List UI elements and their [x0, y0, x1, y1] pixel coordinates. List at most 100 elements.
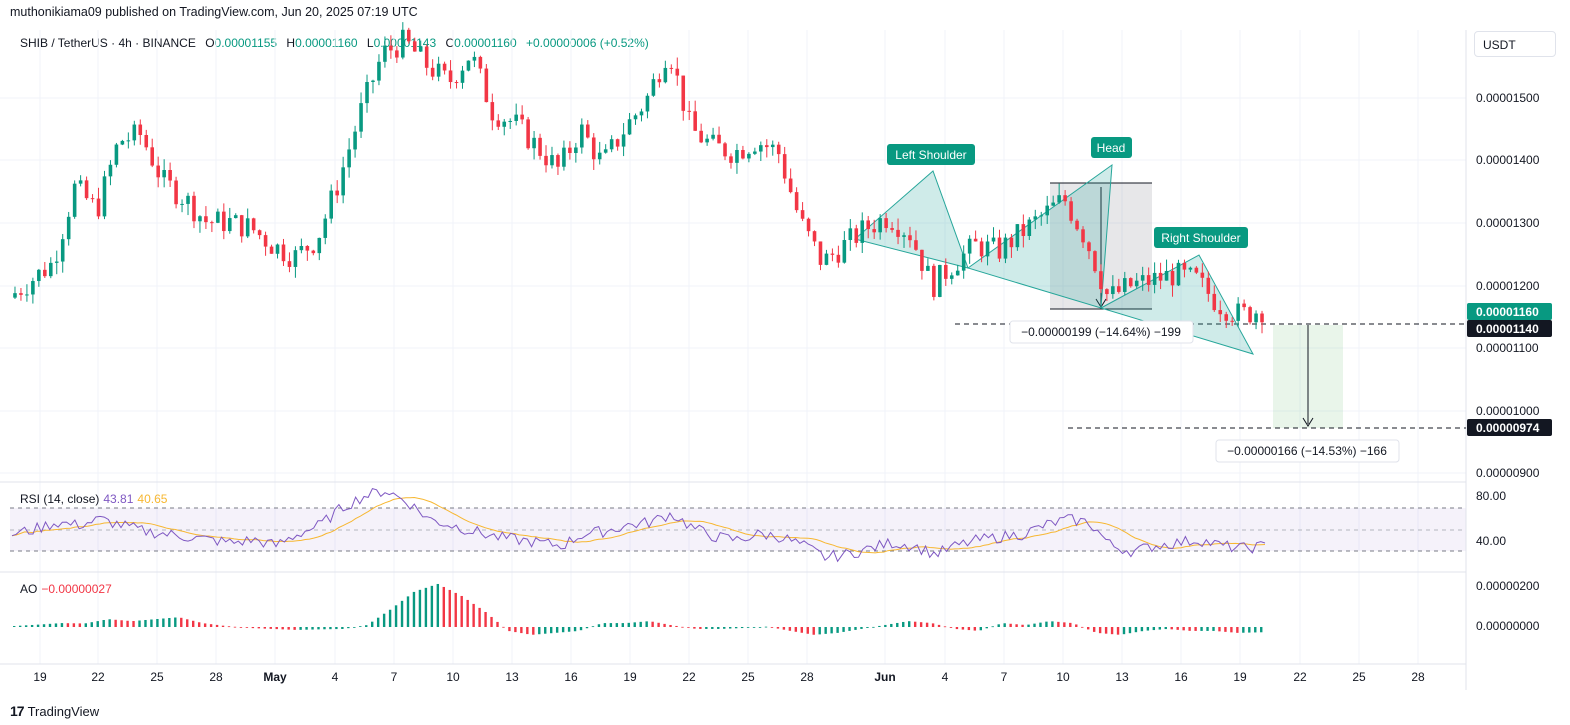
ao-bar [812, 627, 815, 635]
price-tick: 0.00001000 [1476, 404, 1540, 418]
ao-bar [1075, 624, 1078, 627]
ao-bar [168, 618, 171, 627]
ao-bar [197, 622, 201, 627]
candle-body [920, 249, 924, 271]
candle-body [979, 241, 984, 257]
ao-bar [287, 627, 290, 630]
left-shoulder-triangle[interactable] [853, 170, 969, 269]
ao-bar [1140, 627, 1144, 632]
candle-body [1027, 219, 1032, 236]
candle-body [973, 238, 978, 242]
ao-bar [341, 627, 344, 629]
candle-body [299, 245, 304, 251]
price-tick: 0.00001200 [1476, 279, 1540, 293]
ao-bar [711, 627, 714, 629]
ao-bar [132, 620, 135, 627]
candle-body [1158, 272, 1163, 281]
candle-body [932, 265, 936, 297]
candle-body [1087, 242, 1091, 252]
ao-bar [1057, 621, 1060, 627]
head-label[interactable]: Head [1091, 137, 1132, 158]
price-tick: 0.00001300 [1476, 216, 1540, 230]
rsi-ma-line [11, 496, 1266, 554]
ao-bar [675, 625, 678, 627]
ao-bar [209, 624, 213, 627]
candle-body [997, 237, 1002, 259]
footer[interactable]: 17 TradingView [10, 703, 99, 719]
candle-body [287, 261, 292, 267]
chart-canvas[interactable]: Left Shoulder Head Right Shoulder −0.000… [0, 0, 1570, 700]
candle-body [1063, 195, 1067, 202]
ao-bar [36, 624, 40, 627]
symbol-name[interactable]: SHIB / TetherUS · 4h · BINANCE [20, 36, 196, 50]
time-axis[interactable]: 19 22 25 28 May 4 7 10 13 16 19 22 25 28 Jun 4 7 10 13 16 19… [33, 670, 1425, 684]
candle-body [675, 68, 680, 76]
ao-bar [323, 627, 326, 630]
ao-bar [717, 627, 720, 629]
ao-bar [1003, 623, 1006, 627]
candle-body [1099, 271, 1103, 290]
ao-bar [335, 627, 338, 630]
ao-bar [1224, 627, 1227, 632]
candle-body [747, 153, 751, 159]
candle-body [472, 56, 477, 61]
candle-body [585, 124, 590, 138]
svg-text:Right Shoulder: Right Shoulder [1161, 231, 1240, 245]
ao-title: AO [20, 582, 38, 596]
currency-button[interactable]: USDT [1474, 31, 1556, 57]
candle-body [723, 143, 727, 157]
ao-bar [305, 627, 308, 630]
candle-body [436, 63, 441, 77]
candle-body [669, 67, 674, 69]
candle-body [341, 167, 345, 196]
ao-bar [1081, 626, 1084, 628]
head-triangle[interactable] [966, 163, 1113, 309]
ao-bar [931, 623, 935, 627]
candle-body [1230, 320, 1234, 322]
candle-body [591, 137, 596, 160]
candle-body [568, 147, 572, 153]
time-tick: 19 [1233, 670, 1247, 684]
ao-bar [603, 623, 607, 627]
candle-body [323, 218, 328, 238]
ao-bar [514, 627, 517, 633]
candle-body [359, 103, 363, 132]
candle-body [1003, 237, 1008, 259]
price-axis[interactable]: 0.00001500 0.00001400 0.00001300 0.00001… [1476, 91, 1540, 480]
ao-bar [913, 621, 917, 627]
candle-body [138, 124, 143, 136]
rsi-value: 43.81 [103, 492, 134, 506]
candle-body [1224, 314, 1229, 321]
ao-bar [555, 627, 559, 633]
time-tick: 10 [1056, 670, 1070, 684]
ao-legend[interactable]: AO −0.00000027 [20, 582, 112, 596]
candle-body [562, 147, 566, 167]
candle-body [37, 269, 41, 282]
high-label: H [286, 36, 296, 50]
rsi-legend[interactable]: RSI (14, close) 43.81 40.65 [20, 492, 167, 506]
level-1-badge: 0.00001140 [1467, 320, 1552, 337]
time-tick: 25 [741, 670, 755, 684]
left-shoulder-label[interactable]: Left Shoulder [887, 144, 975, 165]
rsi-line [11, 488, 1266, 563]
ao-bar [1182, 627, 1185, 631]
right-shoulder-label[interactable]: Right Shoulder [1154, 227, 1248, 248]
ao-bar [776, 627, 780, 629]
candles[interactable] [13, 22, 1264, 334]
ao-bar [973, 627, 977, 631]
candle-body [985, 241, 990, 257]
candle-body [1075, 220, 1079, 230]
candle-body [663, 67, 668, 83]
ao-bar [520, 627, 523, 634]
candle-body [1206, 277, 1211, 294]
ao-bar [114, 619, 117, 627]
ao-bar [597, 624, 601, 627]
ao-bar [1128, 627, 1132, 634]
time-tick: 10 [446, 670, 460, 684]
tradingview-logo-icon: 17 [10, 703, 25, 719]
candle-body [430, 67, 435, 77]
footer-brand: TradingView [27, 703, 100, 719]
ao-bar [693, 627, 696, 629]
ao-bar [1045, 621, 1048, 627]
price-tick: 0.00001100 [1476, 341, 1539, 355]
